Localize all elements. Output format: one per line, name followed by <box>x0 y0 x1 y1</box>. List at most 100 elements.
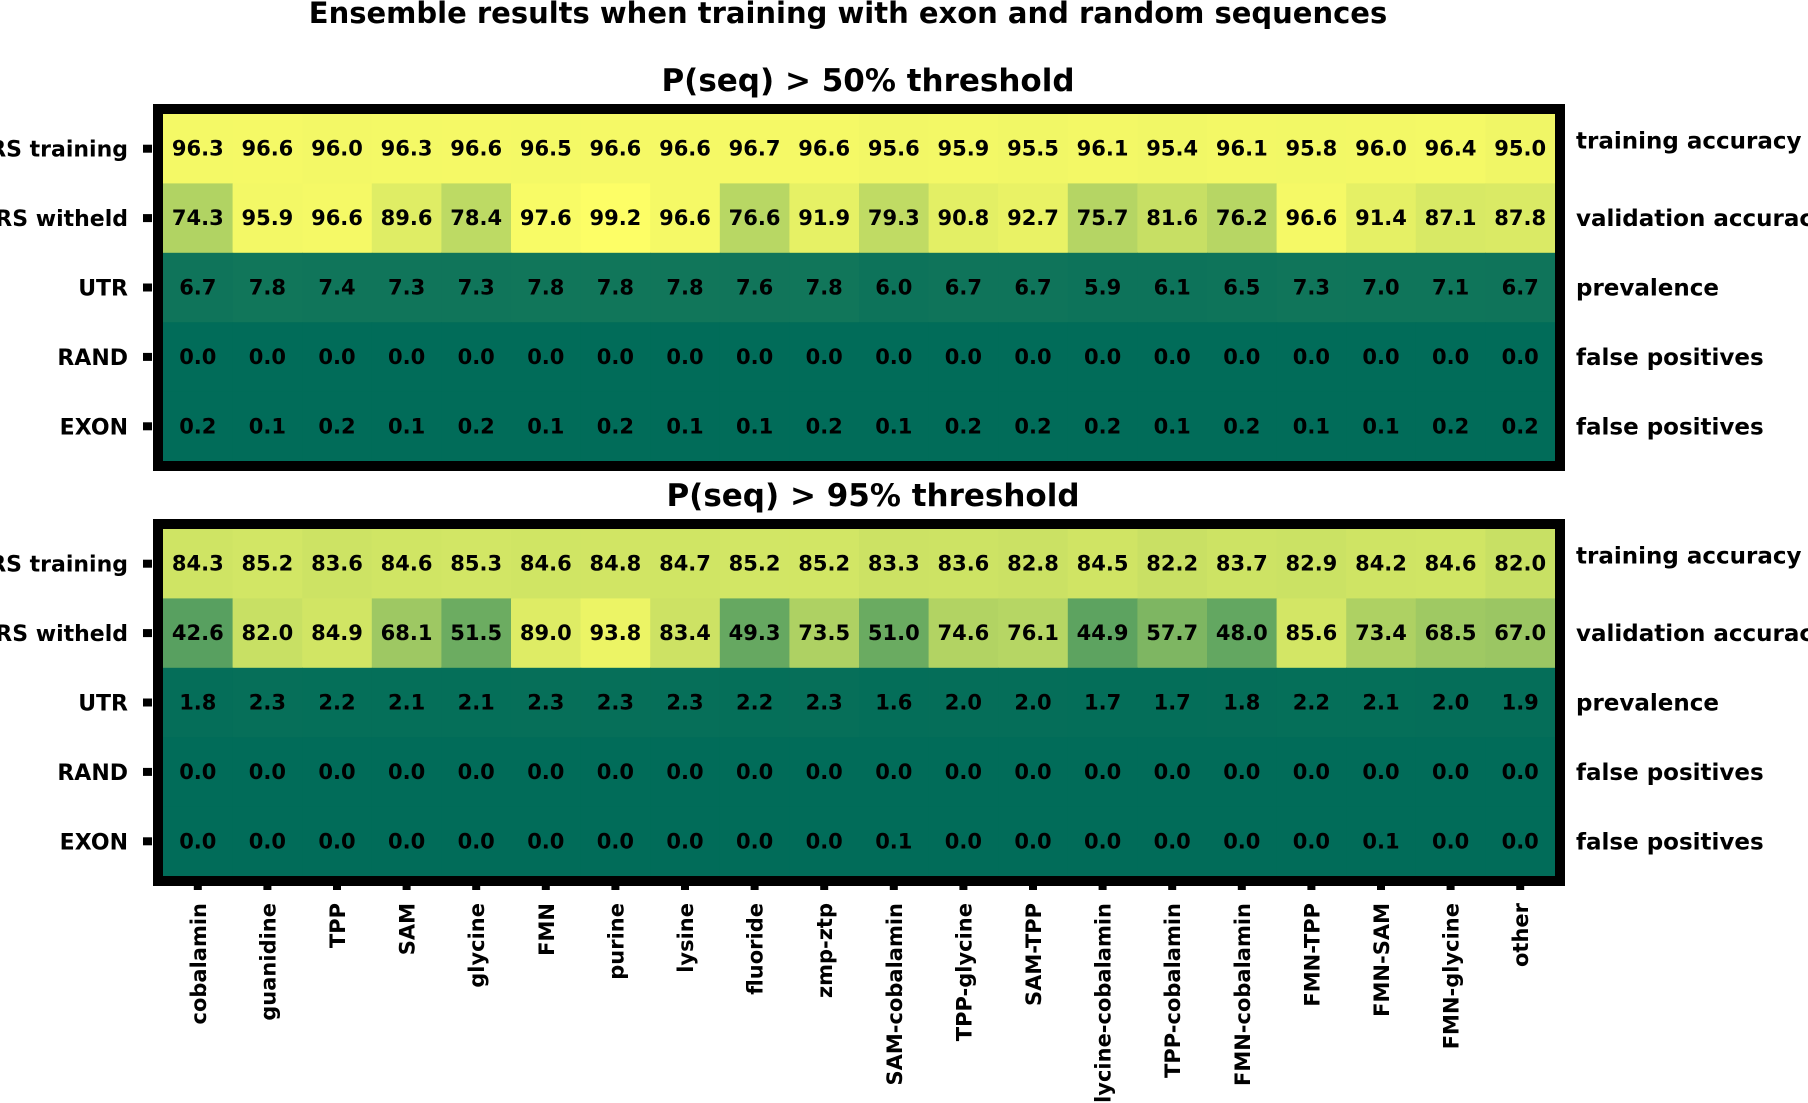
heatmap-cell <box>1485 667 1556 738</box>
cell-value-label: 0.0 <box>249 829 286 853</box>
column-tick <box>889 881 898 890</box>
heatmap-cell <box>859 598 930 669</box>
heatmap-cell <box>1415 737 1486 808</box>
cell-value-label: 0.0 <box>249 760 286 784</box>
metric-label: prevalence <box>1576 691 1719 717</box>
cell-value-label: 90.8 <box>937 206 989 230</box>
heatmap-cell <box>650 737 721 808</box>
column-label: FMN-glycine <box>1440 903 1464 1049</box>
cell-value-label: 7.3 <box>1293 276 1330 300</box>
cell-value-label: 0.1 <box>1362 829 1399 853</box>
cell-value-label: 96.6 <box>798 137 850 161</box>
heatmap-cell <box>1346 529 1417 599</box>
heatmap-cell <box>859 322 930 393</box>
cell-value-label: 0.0 <box>179 345 216 369</box>
heatmap-cell <box>650 667 721 738</box>
cell-value-label: 96.0 <box>311 137 363 161</box>
column-tick <box>263 881 272 890</box>
heatmap-cell <box>302 667 373 738</box>
cell-value-label: 0.0 <box>1223 760 1260 784</box>
cell-value-label: 0.0 <box>1362 760 1399 784</box>
cell-value-label: 96.1 <box>1077 137 1129 161</box>
cell-value-label: 0.2 <box>806 414 843 438</box>
heatmap-cell <box>1485 598 1556 669</box>
cell-value-label: 51.5 <box>450 621 502 645</box>
heatmap-cell <box>232 391 303 462</box>
cell-value-label: 5.9 <box>1084 276 1121 300</box>
column-label: glycine-cobalamin <box>1092 903 1116 1103</box>
heatmap-cell <box>511 806 582 877</box>
heatmap-cell <box>163 322 234 393</box>
cell-value-label: 84.6 <box>381 552 433 576</box>
cell-value-label: 2.3 <box>597 691 634 715</box>
cell-value-label: 96.4 <box>1425 137 1477 161</box>
heatmap-cell <box>1137 183 1208 254</box>
heatmap-cell <box>789 322 860 393</box>
cell-value-label: 82.2 <box>1146 552 1198 576</box>
cell-value-label: 0.0 <box>1084 760 1121 784</box>
heatmap-panel-95: 84.3 85.2 83.6 84.6 85.3 84.6 84.8 84.7 85.2 85.2… <box>0 519 1808 886</box>
cell-value-label: 2.3 <box>527 691 564 715</box>
heatmap-cell <box>1485 114 1556 184</box>
column-label: glycine <box>465 903 489 988</box>
row-tick <box>143 214 152 223</box>
heatmap-cell <box>1276 114 1347 184</box>
heatmap-cell <box>580 114 651 184</box>
heatmap-cell <box>998 529 1069 599</box>
chart-title: Ensemble results when training with exon… <box>309 0 1387 30</box>
cell-value-label: 82.0 <box>241 621 293 645</box>
heatmap-cell <box>163 598 234 669</box>
heatmap-cell <box>371 183 442 254</box>
row-label: RS training <box>0 138 128 163</box>
heatmap-cell <box>1415 114 1486 184</box>
metric-label: validation accuracy <box>1576 621 1808 647</box>
cell-value-label: 83.6 <box>937 552 989 576</box>
cell-value-label: 0.0 <box>1014 829 1051 853</box>
cell-value-label: 6.7 <box>1014 276 1051 300</box>
heatmap-cell <box>998 667 1069 738</box>
cell-value-label: 0.0 <box>597 345 634 369</box>
cell-value-label: 96.0 <box>1355 137 1407 161</box>
heatmap-cell <box>650 806 721 877</box>
heatmap-cell <box>302 737 373 808</box>
heatmap-cell <box>928 252 999 323</box>
cell-value-label: 79.3 <box>868 206 920 230</box>
cell-value-label: 84.9 <box>311 621 363 645</box>
heatmap-cell <box>719 114 790 184</box>
cell-value-label: 0.2 <box>1014 414 1051 438</box>
cell-value-label: 0.0 <box>458 345 495 369</box>
row-tick <box>143 352 152 361</box>
cell-value-label: 95.4 <box>1146 137 1198 161</box>
heatmap-cell <box>1346 598 1417 669</box>
cell-value-label: 74.6 <box>937 621 989 645</box>
heatmap-cell <box>998 806 1069 877</box>
cell-value-label: 97.6 <box>520 206 572 230</box>
heatmap-cell <box>789 529 860 599</box>
column-labels: cobalamin guanidine TPP SAM glycine FMN purine… <box>187 881 1533 1103</box>
cell-value-label: 1.8 <box>179 691 216 715</box>
heatmap-cell <box>1137 806 1208 877</box>
heatmap-cell <box>789 114 860 184</box>
heatmap-cell <box>1346 322 1417 393</box>
cell-value-label: 0.0 <box>597 829 634 853</box>
heatmap-cell <box>163 252 234 323</box>
column-label: zmp-ztp <box>813 903 837 998</box>
cell-value-label: 2.1 <box>1362 691 1399 715</box>
cell-value-label: 0.1 <box>388 414 425 438</box>
column-label: FMN-SAM <box>1370 903 1394 1017</box>
cell-value-label: 1.8 <box>1223 691 1260 715</box>
row-tick <box>143 422 152 431</box>
cell-value-label: 1.7 <box>1154 691 1191 715</box>
heatmap-cell <box>302 391 373 462</box>
heatmap-cell <box>719 391 790 462</box>
cell-value-label: 7.0 <box>1362 276 1399 300</box>
column-tick <box>1098 881 1107 890</box>
cell-value-label: 95.8 <box>1285 137 1337 161</box>
cell-value-label: 0.0 <box>179 829 216 853</box>
heatmap-cell <box>441 322 512 393</box>
heatmap-cell <box>789 391 860 462</box>
heatmap-cell <box>1485 183 1556 254</box>
cell-value-label: 85.3 <box>450 552 502 576</box>
heatmap-cell <box>580 322 651 393</box>
cell-value-label: 6.7 <box>1502 276 1539 300</box>
